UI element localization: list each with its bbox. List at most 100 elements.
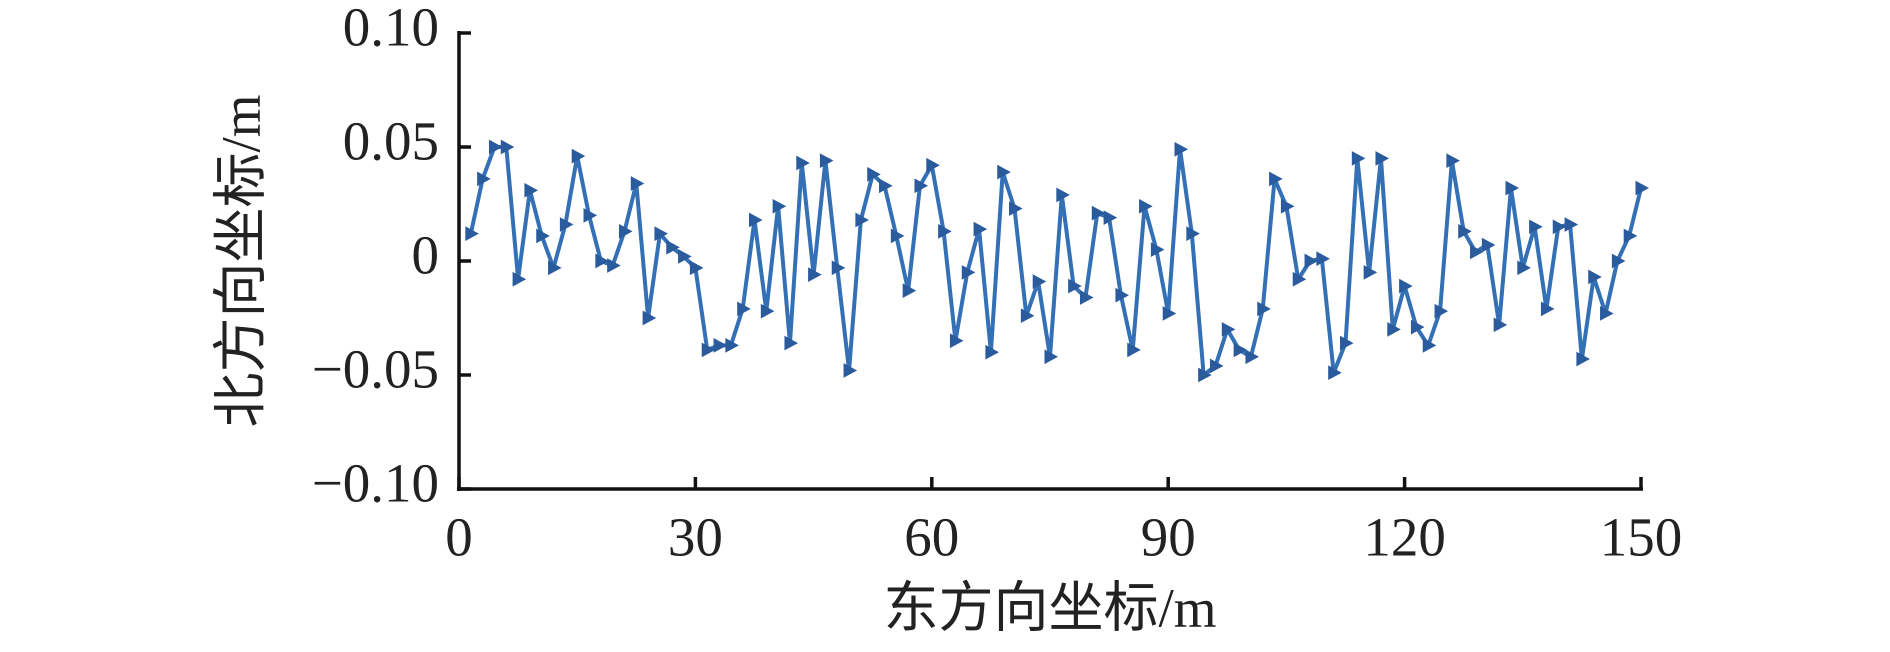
marker: [1233, 342, 1248, 358]
marker: [926, 157, 940, 173]
marker: [477, 171, 491, 187]
marker: [548, 260, 562, 276]
marker: [607, 258, 621, 273]
marker: [1540, 301, 1555, 317]
data-line: [468, 145, 1643, 377]
marker: [1257, 301, 1271, 317]
marker: [902, 283, 917, 298]
marker: [1434, 303, 1449, 319]
marker: [559, 217, 574, 232]
marker: [701, 342, 716, 358]
marker: [961, 265, 976, 280]
marker: [1588, 269, 1602, 285]
marker: [1623, 228, 1638, 244]
marker: [1127, 342, 1141, 358]
marker: [1269, 171, 1283, 187]
marker: [678, 249, 692, 264]
x-tick-label: 90: [1141, 507, 1196, 568]
marker: [1103, 210, 1118, 226]
marker: [1351, 151, 1366, 166]
marker: [465, 226, 479, 241]
y-tick-label: −0.10: [312, 453, 439, 514]
marker: [737, 301, 751, 317]
marker: [500, 139, 515, 155]
marker: [1399, 278, 1413, 294]
marker: [1470, 244, 1484, 260]
marker: [1304, 253, 1319, 269]
marker: [1340, 335, 1354, 351]
y-tick-label: 0.05: [343, 111, 439, 172]
marker: [1422, 338, 1437, 353]
marker: [1635, 180, 1650, 196]
marker: [654, 226, 668, 241]
marker: [1410, 319, 1425, 335]
marker: [1576, 351, 1590, 367]
marker: [985, 344, 999, 360]
marker: [949, 333, 964, 349]
marker: [1139, 198, 1153, 214]
y-tick-label: 0: [412, 225, 440, 286]
marker: [1493, 317, 1508, 333]
marker: [1209, 358, 1224, 374]
marker: [524, 182, 538, 198]
marker: [1068, 278, 1082, 294]
y-axis-label: 北方向坐标/m: [211, 94, 272, 427]
marker: [1186, 226, 1200, 241]
marker: [997, 164, 1011, 180]
marker: [749, 212, 763, 228]
marker: [689, 260, 704, 276]
marker: [938, 224, 952, 239]
marker: [879, 178, 893, 194]
marker: [1198, 367, 1212, 383]
marker: [1529, 219, 1543, 235]
x-tick-label: 0: [445, 507, 473, 568]
marker: [1162, 306, 1177, 321]
marker: [1091, 205, 1106, 221]
x-tick-label: 120: [1363, 507, 1446, 568]
marker: [855, 212, 869, 228]
marker: [618, 224, 633, 239]
marker: [1221, 322, 1236, 337]
marker: [630, 176, 645, 191]
marker: [808, 267, 822, 283]
marker: [1552, 219, 1567, 235]
y-tick-label: 0.10: [343, 0, 439, 58]
marker: [1328, 365, 1342, 381]
marker: [583, 208, 598, 223]
marker: [1611, 253, 1626, 269]
marker: [725, 338, 739, 353]
marker: [1032, 274, 1047, 289]
marker: [867, 167, 881, 182]
marker: [973, 221, 988, 237]
x-tick-label: 150: [1600, 507, 1683, 568]
x-tick-label: 60: [904, 507, 959, 568]
marker: [713, 338, 728, 353]
marker: [1481, 237, 1496, 253]
y-tick-label: −0.05: [312, 339, 439, 400]
marker: [819, 153, 834, 169]
marker: [1316, 251, 1330, 267]
marker: [1375, 151, 1390, 166]
marker: [796, 155, 810, 171]
marker: [642, 310, 657, 326]
marker: [1280, 198, 1295, 214]
marker: [772, 198, 787, 214]
x-tick-label: 30: [668, 507, 723, 568]
marker: [843, 363, 858, 378]
marker: [1115, 287, 1129, 303]
marker: [1517, 260, 1531, 276]
marker: [1458, 224, 1472, 239]
marker: [890, 228, 905, 244]
marker: [914, 178, 929, 194]
marker: [1009, 201, 1023, 216]
marker: [1363, 265, 1378, 280]
marker: [1600, 306, 1614, 321]
marker: [1446, 153, 1460, 169]
marker: [512, 271, 527, 287]
marker: [831, 260, 846, 276]
marker: [1387, 322, 1401, 337]
marker: [666, 239, 680, 255]
marker: [488, 139, 503, 155]
x-axis-label: 东方向坐标/m: [883, 578, 1216, 639]
